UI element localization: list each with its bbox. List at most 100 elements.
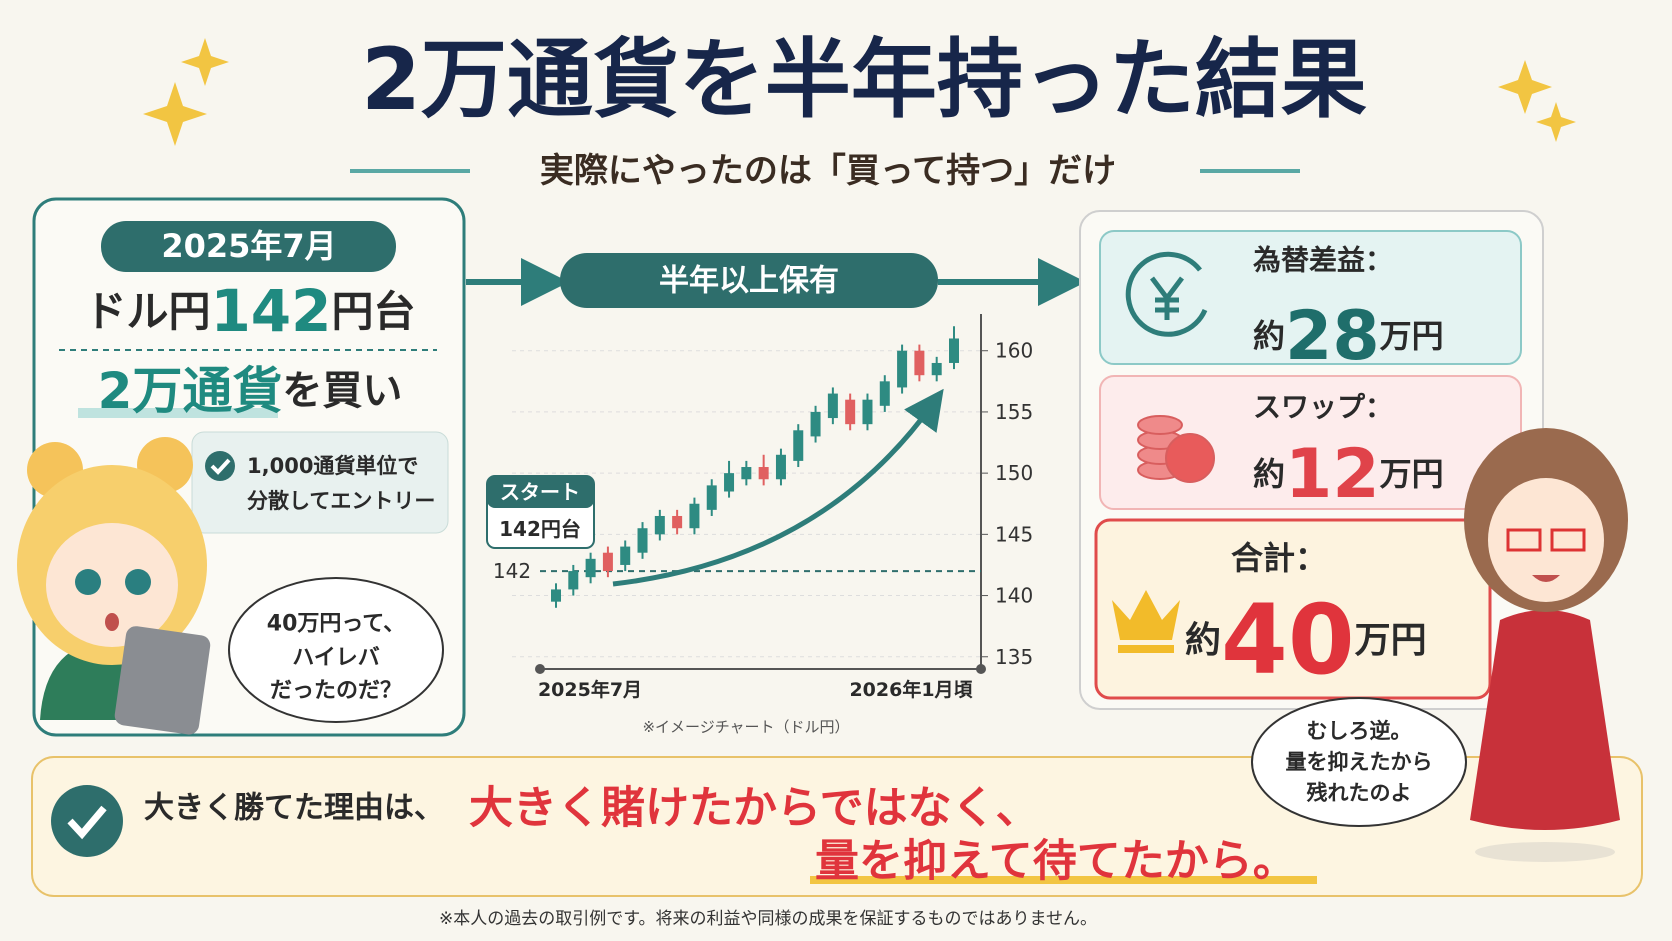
conclusion-lead: 大きく勝てた理由は、 xyxy=(144,791,444,826)
advisor-character xyxy=(1464,428,1628,862)
bubble-line: 量を抑えたから xyxy=(1286,750,1433,774)
note-box xyxy=(191,431,449,534)
hold-pill xyxy=(560,253,938,308)
conclusion-line: 大きく賭けたからではなく、 xyxy=(469,783,1040,834)
result-label: スワップ： xyxy=(1253,391,1393,424)
amount: 40 xyxy=(1221,584,1355,696)
coin-icon xyxy=(1137,415,1215,483)
candle-body xyxy=(637,528,648,553)
result-label: 為替差益： xyxy=(1253,244,1393,277)
check-icon xyxy=(210,458,231,475)
amount-underline xyxy=(78,408,278,418)
result-value: 約28万円 xyxy=(1253,297,1444,376)
pair: ドル円 xyxy=(84,287,210,336)
candle-body xyxy=(672,515,683,529)
candle-body xyxy=(758,467,769,480)
candle-body xyxy=(949,338,959,363)
chart-caption: ※イメージチャート（ドル円） xyxy=(642,718,849,736)
x-label: 2025年7月 xyxy=(538,678,642,701)
candle-body xyxy=(810,411,821,437)
y-tick-label: 140 xyxy=(995,584,1033,608)
check-icon xyxy=(205,451,235,481)
amount: 28 xyxy=(1285,297,1380,376)
candle-body xyxy=(931,362,942,376)
bubble-line: ハイレバ xyxy=(292,646,380,671)
y-tick-label: 145 xyxy=(995,522,1033,546)
prefix: 約 xyxy=(1253,455,1285,493)
sparkles xyxy=(143,38,1576,146)
speech-bubble xyxy=(228,577,444,723)
bubble-line: 40万円って、 xyxy=(267,612,405,637)
highlight-underline xyxy=(810,876,1317,884)
candle-body xyxy=(551,589,561,602)
entry-amount: 2万通貨を買い xyxy=(98,362,403,420)
candle-body xyxy=(689,503,700,529)
bubble-line: 残れたのよ xyxy=(1307,781,1412,805)
conclusion-banner xyxy=(31,756,1643,897)
candle-body xyxy=(654,515,665,535)
axis-end xyxy=(535,664,545,674)
start-box-header xyxy=(487,476,594,508)
candle-body xyxy=(602,552,613,572)
start-value: 142円台 xyxy=(499,517,581,541)
start-label: スタート xyxy=(500,480,580,504)
candle-body xyxy=(741,467,752,480)
result-value: 約12万円 xyxy=(1253,435,1444,514)
action: を買い xyxy=(282,368,402,414)
candle-body xyxy=(827,393,838,419)
date-pill xyxy=(101,221,396,272)
total-label: 合計： xyxy=(1231,539,1327,577)
candlestick-chart: 135 140 145 150 155 160 142 xyxy=(493,314,1033,674)
candle-body xyxy=(897,350,908,388)
entry-date: 2025年7月 xyxy=(161,227,336,265)
bear-character xyxy=(17,437,211,735)
candle-body xyxy=(862,399,873,425)
candle-body xyxy=(793,430,804,461)
note-line: 分散してエントリー xyxy=(247,489,435,513)
candle-body xyxy=(620,546,631,565)
footnote: ※本人の過去の取引例です。将来の利益や同様の成果を保証するものではありません。 xyxy=(439,909,1097,929)
total-value: 約40万円 xyxy=(1185,584,1427,696)
crown-icon xyxy=(1118,645,1174,653)
unit: 万円 xyxy=(1380,317,1444,355)
speech-bubble xyxy=(1251,697,1467,827)
total-box xyxy=(1094,518,1492,700)
y-tick-label: 155 xyxy=(995,400,1033,424)
candle-body xyxy=(568,571,579,590)
axis-end xyxy=(976,664,986,674)
reference-label: 142 xyxy=(493,559,531,583)
unit: 万円 xyxy=(1355,620,1427,661)
x-label: 2026年1月頃 xyxy=(849,678,973,701)
trend-arrow xyxy=(612,388,944,587)
amount: 12 xyxy=(1285,435,1380,514)
candle-body xyxy=(706,485,717,510)
bubble-line: だったのだ？ xyxy=(270,679,402,704)
note-line: 1,000通貨単位で xyxy=(247,454,418,478)
entry-rate: ドル円142円台 xyxy=(84,277,415,345)
candle-body xyxy=(845,399,856,425)
rate: 142 xyxy=(210,277,331,345)
y-tick-label: 150 xyxy=(995,461,1033,485)
candle-body xyxy=(585,558,596,578)
candle-body xyxy=(914,350,925,376)
yen-icon xyxy=(1125,251,1208,337)
bubble-line: むしろ逆。 xyxy=(1307,719,1412,743)
y-tick-label: 135 xyxy=(995,645,1033,669)
candle-body xyxy=(775,454,786,480)
subtitle: 実際にやったのは「買って持つ」だけ xyxy=(540,151,1116,191)
title: 2万通貨を半年持った結果 xyxy=(361,30,1367,130)
check-icon xyxy=(51,785,123,857)
candle-body xyxy=(879,381,890,406)
crown-icon xyxy=(1112,590,1180,640)
hold-label: 半年以上保有 xyxy=(659,264,839,299)
result-box xyxy=(1099,230,1522,365)
amount: 2万通貨 xyxy=(98,362,283,420)
y-tick-label: 160 xyxy=(995,339,1033,363)
prefix: 約 xyxy=(1253,317,1285,355)
candle-body xyxy=(724,473,735,492)
conclusion-line: 量を抑えて待てたから。 xyxy=(815,836,1297,887)
unit: 万円 xyxy=(1380,455,1444,493)
check-icon xyxy=(67,805,107,840)
rate-suffix: 円台 xyxy=(332,287,416,336)
